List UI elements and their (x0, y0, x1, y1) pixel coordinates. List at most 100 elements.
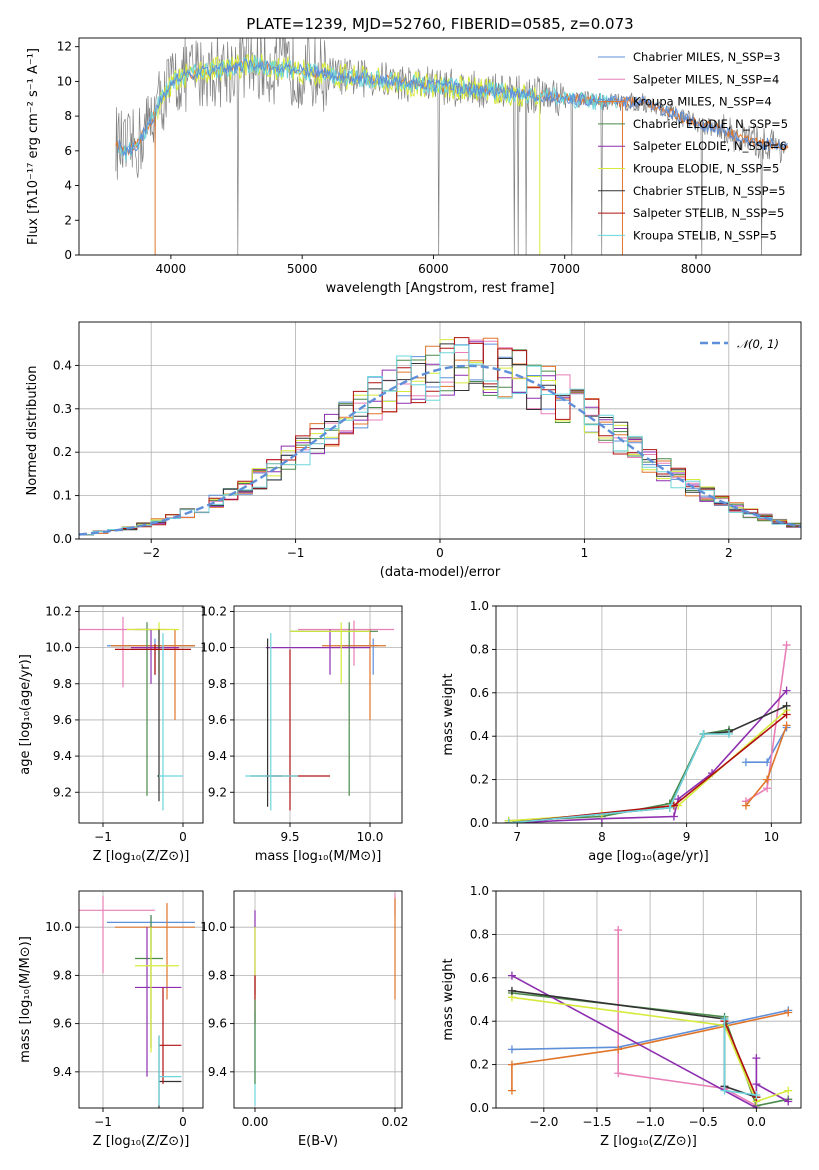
x-tick-label: 0.00 (242, 1115, 269, 1129)
y-tick-label: 9.6 (208, 713, 227, 727)
y-axis-label: mass weight (441, 958, 456, 1040)
x-tick-label: 9 (683, 830, 691, 844)
y-tick-label: 0.4 (470, 729, 489, 743)
weight-lines (504, 641, 791, 823)
y-tick-label: 9.4 (208, 749, 227, 763)
weight-vs-age-panel: 7 8 9 10 0.0 0.2 0.4 0.6 0.8 1.0 age [log₁₀(age/yr… (441, 599, 802, 864)
y-tick-label: 9.6 (53, 713, 72, 727)
x-tick-label: 0 (179, 830, 187, 844)
data-point-kroupa_miles (763, 775, 772, 784)
legend-label: Salpeter STELIB, N_SSP=5 (633, 206, 784, 220)
data-point-kroupa_stelib (720, 1086, 729, 1095)
y-tick-label: 2 (64, 213, 72, 227)
y-axis-label: mass [log₁₀(M/M⊙)] (18, 936, 33, 1063)
data-point-kroupa_stelib (720, 1015, 729, 1024)
legend-label: Kroupa MILES, N_SSP=4 (633, 95, 772, 109)
y-tick-label: 9.8 (208, 677, 227, 691)
y-tick-label: 0.0 (470, 1101, 489, 1115)
y-tick-label: 10.0 (45, 641, 72, 655)
plot-frame (78, 890, 204, 1109)
data-point-salpeter_miles (782, 641, 791, 650)
y-tick-label: 9.8 (53, 968, 72, 982)
data-point-salpeter_stelib (782, 710, 791, 719)
histograms (79, 337, 801, 536)
y-tick-label: 8 (64, 109, 72, 123)
plot-frame (233, 605, 403, 824)
y-tick-label: 9.6 (53, 1017, 72, 1031)
x-tick-label: 8 (598, 830, 606, 844)
y-tick-label: 0.8 (470, 642, 489, 656)
x-axis-label: mass [log₁₀(M/M⊙)] (255, 849, 382, 864)
data-point-kroupa_stelib (665, 803, 674, 812)
data-point-salpeter_elodie (669, 812, 678, 821)
data-point-chabrier_stelib (782, 701, 791, 710)
y-tick-label: 9.4 (53, 749, 72, 763)
data-point-salpeter_elodie (507, 971, 516, 980)
data-point-kroupa_miles (784, 1008, 793, 1017)
y-axis-label: mass weight (441, 673, 456, 755)
data-point-kroupa_stelib (504, 819, 513, 823)
series-line-salpeter_elodie (508, 690, 788, 823)
data-point-salpeter_elodie (782, 686, 791, 695)
x-tick-label: −2 (142, 546, 160, 560)
normal-curve (79, 364, 801, 536)
series-line-salpeter_stelib (723, 1020, 758, 1098)
x-axis-label: Z [log₁₀(Z/Z⊙)] (600, 1134, 697, 1149)
data-point-chabrier_stelib (507, 986, 516, 995)
data-point-chabrier_miles (507, 1045, 516, 1054)
data-point-kroupa_miles (507, 1086, 516, 1095)
data-point-salpeter_elodie (752, 1080, 761, 1089)
y-tick-label: 4 (64, 179, 72, 193)
x-axis-label: Z [log₁₀(Z/Z⊙)] (93, 849, 190, 864)
x-axis-label: (data-model)/error (380, 565, 501, 580)
y-tick-label: 10 (57, 74, 72, 88)
error-bars (245, 620, 394, 811)
model-spectrum-kroupa_stelib (117, 55, 618, 162)
y-tick-label: 9.6 (208, 1017, 227, 1031)
y-tick-label: 10.0 (200, 920, 227, 934)
y-tick-label: 10.2 (200, 604, 227, 618)
data-point-salpeter_miles (614, 1069, 623, 1078)
y-tick-label: 0.8 (470, 927, 489, 941)
y-tick-label: 0.1 (53, 489, 72, 503)
x-tick-label: −1 (94, 830, 112, 844)
residuals-panel: −2 −1 0 1 2 0.0 0.1 0.2 0.3 0.4 (data-model)/error… (25, 321, 802, 580)
spectrum-lines (115, 38, 789, 255)
legend-label: Chabrier MILES, N_SSP=3 (633, 50, 780, 64)
x-tick-label: −1 (94, 1115, 112, 1129)
data-point-kroupa_stelib (752, 1090, 761, 1099)
legend-label: Kroupa STELIB, N_SSP=5 (633, 228, 777, 242)
y-tick-label: 0.4 (53, 358, 72, 372)
data-point-kroupa_miles (782, 721, 791, 730)
y-tick-label: 9.2 (208, 785, 227, 799)
y-tick-label: 10.2 (45, 604, 72, 618)
legend-label: Kroupa ELODIE, N_SSP=5 (633, 162, 779, 176)
model-spectrum-chabrier_miles (117, 58, 788, 157)
chart-title: PLATE=1239, MJD=52760, FIBERID=0585, z=0… (246, 15, 633, 33)
x-tick-label: 4000 (156, 262, 187, 276)
x-axis-label: Z [log₁₀(Z/Z⊙)] (93, 1134, 190, 1149)
legend-label: Chabrier STELIB, N_SSP=5 (633, 184, 785, 198)
y-tick-label: 9.4 (53, 1065, 72, 1079)
x-tick-label: 10.0 (357, 830, 384, 844)
data-point-kroupa_stelib (699, 730, 708, 739)
data-point-kroupa_miles (614, 1045, 623, 1054)
x-tick-label: 0.02 (382, 1115, 409, 1129)
error-bars (254, 893, 396, 1106)
data-point-salpeter_elodie (784, 1097, 793, 1106)
x-tick-label: 0 (179, 1115, 187, 1129)
x-tick-label: 5000 (287, 262, 318, 276)
x-tick-label: 7000 (549, 262, 580, 276)
error-bars (79, 895, 195, 1108)
series-line-chabrier_elodie (508, 728, 730, 822)
plot-frame (78, 37, 802, 256)
y-tick-label: 6 (64, 144, 72, 158)
data-point-kroupa_miles (741, 801, 750, 810)
legend-label: Salpeter MILES, N_SSP=4 (633, 72, 779, 86)
y-tick-label: 1.0 (470, 599, 489, 613)
y-tick-label: 10.0 (200, 641, 227, 655)
series-line-salpeter_miles (745, 644, 788, 802)
y-tick-label: 1.0 (470, 884, 489, 898)
histogram-kroupa_stelib (79, 344, 801, 536)
x-tick-label: 2 (725, 546, 733, 560)
